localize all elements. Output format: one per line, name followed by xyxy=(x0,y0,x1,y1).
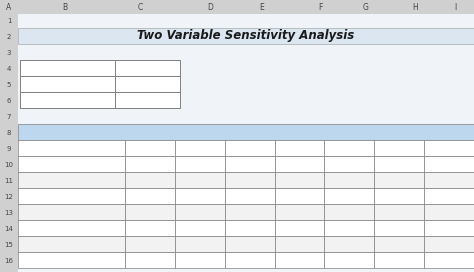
Text: ($1,188.66): ($1,188.66) xyxy=(328,241,370,247)
Text: A: A xyxy=(6,2,12,11)
Text: E: E xyxy=(260,2,264,11)
Text: 7: 7 xyxy=(7,114,11,120)
Text: ($919.73): ($919.73) xyxy=(282,177,317,183)
Text: F: F xyxy=(318,2,322,11)
Text: 4: 4 xyxy=(7,66,11,72)
Text: G: G xyxy=(363,2,369,11)
Text: 12: 12 xyxy=(5,194,13,200)
Text: ($733.53): ($733.53) xyxy=(432,193,466,199)
Text: ($1,135.97): ($1,135.97) xyxy=(229,177,270,183)
Text: ($1,574.69): ($1,574.69) xyxy=(179,177,220,183)
Text: 120: 120 xyxy=(192,144,207,153)
Text: ($2,903.52): ($2,903.52) xyxy=(129,177,171,183)
Text: ($815.04): ($815.04) xyxy=(432,209,466,215)
Text: ($1,494.57): ($1,494.57) xyxy=(279,257,320,263)
Text: 300: 300 xyxy=(342,144,356,153)
Text: ($886.96): ($886.96) xyxy=(53,144,90,153)
Text: 16: 16 xyxy=(4,258,13,264)
Text: 6: 6 xyxy=(7,98,11,104)
Text: ($1,703.96): ($1,703.96) xyxy=(229,241,270,247)
Text: ($896.54): ($896.54) xyxy=(432,225,466,231)
Text: H: H xyxy=(412,2,418,11)
Text: 9: 9 xyxy=(7,146,11,152)
Text: ($993.97): ($993.97) xyxy=(232,161,267,167)
Text: ($2,362.03): ($2,362.03) xyxy=(179,241,220,247)
Text: I: I xyxy=(454,2,456,11)
Text: ($1,845.95): ($1,845.95) xyxy=(229,257,270,263)
Text: 3: 3 xyxy=(7,50,11,56)
Text: 11: 11 xyxy=(4,178,13,184)
Text: ($652.03): ($652.03) xyxy=(432,177,466,183)
Text: 360: 360 xyxy=(392,144,407,153)
Text: Mortgage Amount: Mortgage Amount xyxy=(28,63,107,73)
Text: 5: 5 xyxy=(7,82,11,88)
Text: Months: Months xyxy=(51,95,83,104)
Text: ($1,264.64): ($1,264.64) xyxy=(279,225,320,231)
Text: Variables: Variables xyxy=(222,128,270,137)
Text: $140,000.00: $140,000.00 xyxy=(47,159,96,168)
Text: $240,000.00: $240,000.00 xyxy=(47,240,96,249)
Text: 420: 420 xyxy=(442,144,456,153)
Text: ($709.57): ($709.57) xyxy=(382,177,417,183)
Text: ($1,034.70): ($1,034.70) xyxy=(279,193,320,199)
Text: $160,000.00: $160,000.00 xyxy=(47,175,96,184)
Text: $260,000.00: $260,000.00 xyxy=(47,255,96,264)
Text: 360: 360 xyxy=(140,95,155,104)
Text: ($4,718.22): ($4,718.22) xyxy=(129,257,171,263)
Text: ($620.87): ($620.87) xyxy=(382,161,417,167)
Text: ($1,968.36): ($1,968.36) xyxy=(179,209,220,215)
Text: ($978.04): ($978.04) xyxy=(432,241,466,247)
Text: ($3,266.46): ($3,266.46) xyxy=(129,193,171,199)
Text: ($2,165.20): ($2,165.20) xyxy=(179,225,220,231)
Text: 8: 8 xyxy=(7,130,11,136)
Text: ($1,419.96): ($1,419.96) xyxy=(229,209,270,215)
Text: ($1,771.53): ($1,771.53) xyxy=(179,193,220,199)
Text: ($1,377.85): ($1,377.85) xyxy=(179,161,220,167)
Text: ($1,561.96): ($1,561.96) xyxy=(229,225,270,231)
Text: ($693.39): ($693.39) xyxy=(332,161,367,167)
Text: Two Variable Sensitivity Analysis: Two Variable Sensitivity Analysis xyxy=(137,29,355,42)
Text: ($886.96): ($886.96) xyxy=(382,209,417,215)
Text: ($2,540.58): ($2,540.58) xyxy=(129,161,171,167)
Text: ($975.66): ($975.66) xyxy=(382,225,417,231)
Text: ($1,277.97): ($1,277.97) xyxy=(229,193,270,199)
Text: ($2,558.87): ($2,558.87) xyxy=(179,257,220,263)
Text: ($990.55): ($990.55) xyxy=(332,209,366,215)
Text: 15: 15 xyxy=(5,242,13,248)
Text: ($4,355.28): ($4,355.28) xyxy=(129,241,171,247)
Text: 240: 240 xyxy=(292,144,307,153)
Text: ($1,287.72): ($1,287.72) xyxy=(329,257,370,263)
Text: ($1,089.61): ($1,089.61) xyxy=(328,225,370,231)
Text: ($891.50): ($891.50) xyxy=(332,193,367,199)
Text: 1: 1 xyxy=(7,18,11,24)
Text: ($3,992.34): ($3,992.34) xyxy=(129,225,171,231)
Text: ($1,153.05): ($1,153.05) xyxy=(379,257,420,263)
Text: ($3,629.40): ($3,629.40) xyxy=(129,209,171,215)
Text: $180,000.00: $180,000.00 xyxy=(47,191,96,200)
Text: $220,000.00: $220,000.00 xyxy=(47,224,96,233)
Text: Interest Rate: Interest Rate xyxy=(39,79,96,88)
Text: $200,000.00: $200,000.00 xyxy=(47,208,96,217)
Text: 60: 60 xyxy=(145,144,155,153)
Text: $200,000.00: $200,000.00 xyxy=(123,63,172,73)
Text: C: C xyxy=(137,2,143,11)
Text: 3.40%: 3.40% xyxy=(136,79,160,88)
Text: ($792.44): ($792.44) xyxy=(332,177,366,183)
Text: ($1,379.60): ($1,379.60) xyxy=(279,241,320,247)
Text: ($1,149.67): ($1,149.67) xyxy=(279,209,320,215)
Text: 13: 13 xyxy=(4,210,13,216)
Text: ($1,059.55): ($1,059.55) xyxy=(428,257,470,263)
Text: D: D xyxy=(207,2,213,11)
Text: 14: 14 xyxy=(5,226,13,232)
Text: 2: 2 xyxy=(7,34,11,40)
Text: 10: 10 xyxy=(4,162,13,168)
Text: ($570.52): ($570.52) xyxy=(432,161,466,167)
Text: ($804.77): ($804.77) xyxy=(282,161,317,167)
Text: ($798.27): ($798.27) xyxy=(382,193,417,199)
Text: B: B xyxy=(63,2,68,11)
Text: ($1,064.35): ($1,064.35) xyxy=(379,241,420,247)
Text: 180: 180 xyxy=(243,144,257,153)
